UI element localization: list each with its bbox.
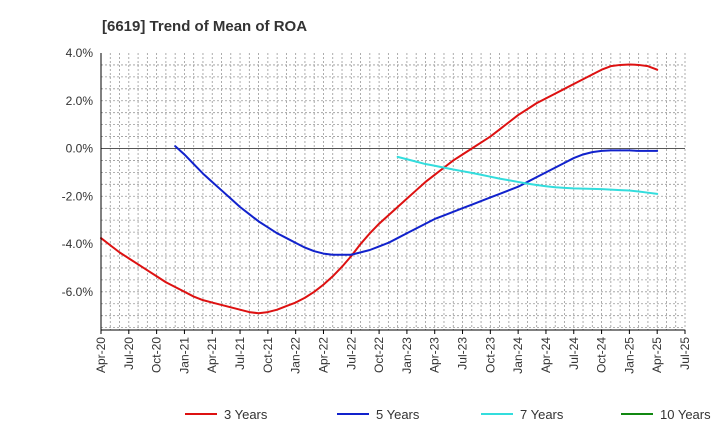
series-line-7-years [396, 155, 659, 195]
x-tick-label: Jan-23 [400, 337, 414, 374]
y-tick-label: 4.0% [66, 46, 94, 60]
y-tick-labels: 4.0% 2.0% 0.0% -2.0% -4.0% -6.0% [62, 46, 94, 299]
grid [101, 53, 685, 330]
x-tick-label: Apr-23 [428, 337, 442, 373]
x-tick-labels: Apr-20 Jul-20 Oct-20 Jan-21 Apr-21 Jul-21 Oct-… [94, 330, 692, 374]
y-tick-label: 2.0% [66, 94, 94, 108]
x-tick-label: Jan-24 [511, 337, 525, 374]
chart-title: [6619] Trend of Mean of ROA [102, 18, 307, 35]
legend: 3 Years 5 Years 7 Years 10 Years [185, 407, 711, 422]
x-tick-label: Oct-22 [372, 337, 386, 373]
x-tick-label: Jul-20 [122, 337, 136, 370]
x-tick-label: Apr-24 [539, 337, 553, 373]
x-tick-label: Jan-22 [289, 337, 303, 374]
y-tick-label: -4.0% [62, 237, 94, 251]
x-tick-label: Apr-21 [205, 337, 219, 373]
plot-background [101, 53, 685, 330]
y-tick-label: -2.0% [62, 189, 94, 203]
y-tick-label: -6.0% [62, 285, 94, 299]
x-tick-label: Apr-25 [650, 337, 664, 373]
axes [100, 53, 686, 331]
x-tick-label: Oct-21 [261, 337, 275, 373]
legend-label-3-years: 3 Years [224, 407, 268, 422]
x-tick-label: Jul-24 [567, 337, 581, 370]
x-tick-label: Oct-23 [483, 337, 497, 373]
x-tick-label: Jul-25 [678, 337, 692, 370]
plot-area [101, 53, 685, 330]
y-tick-label: 0.0% [66, 142, 94, 156]
x-tick-label: Apr-22 [316, 337, 330, 373]
x-tick-label: Jan-25 [622, 337, 636, 374]
series-layer [100, 63, 659, 315]
x-tick-label: Jul-21 [233, 337, 247, 370]
legend-label-5-years: 5 Years [376, 407, 420, 422]
x-tick-label: Oct-20 [150, 337, 164, 373]
series-line-3-years [100, 63, 659, 315]
x-tick-label: Oct-24 [595, 337, 609, 373]
x-tick-label: Jan-21 [177, 337, 191, 374]
x-tick-label: Jul-22 [344, 337, 358, 370]
legend-label-10-years: 10 Years [660, 407, 711, 422]
legend-label-7-years: 7 Years [520, 407, 564, 422]
x-tick-label: Jul-23 [456, 337, 470, 370]
x-tick-label: Apr-20 [94, 337, 108, 373]
series-line-5-years [174, 145, 659, 256]
